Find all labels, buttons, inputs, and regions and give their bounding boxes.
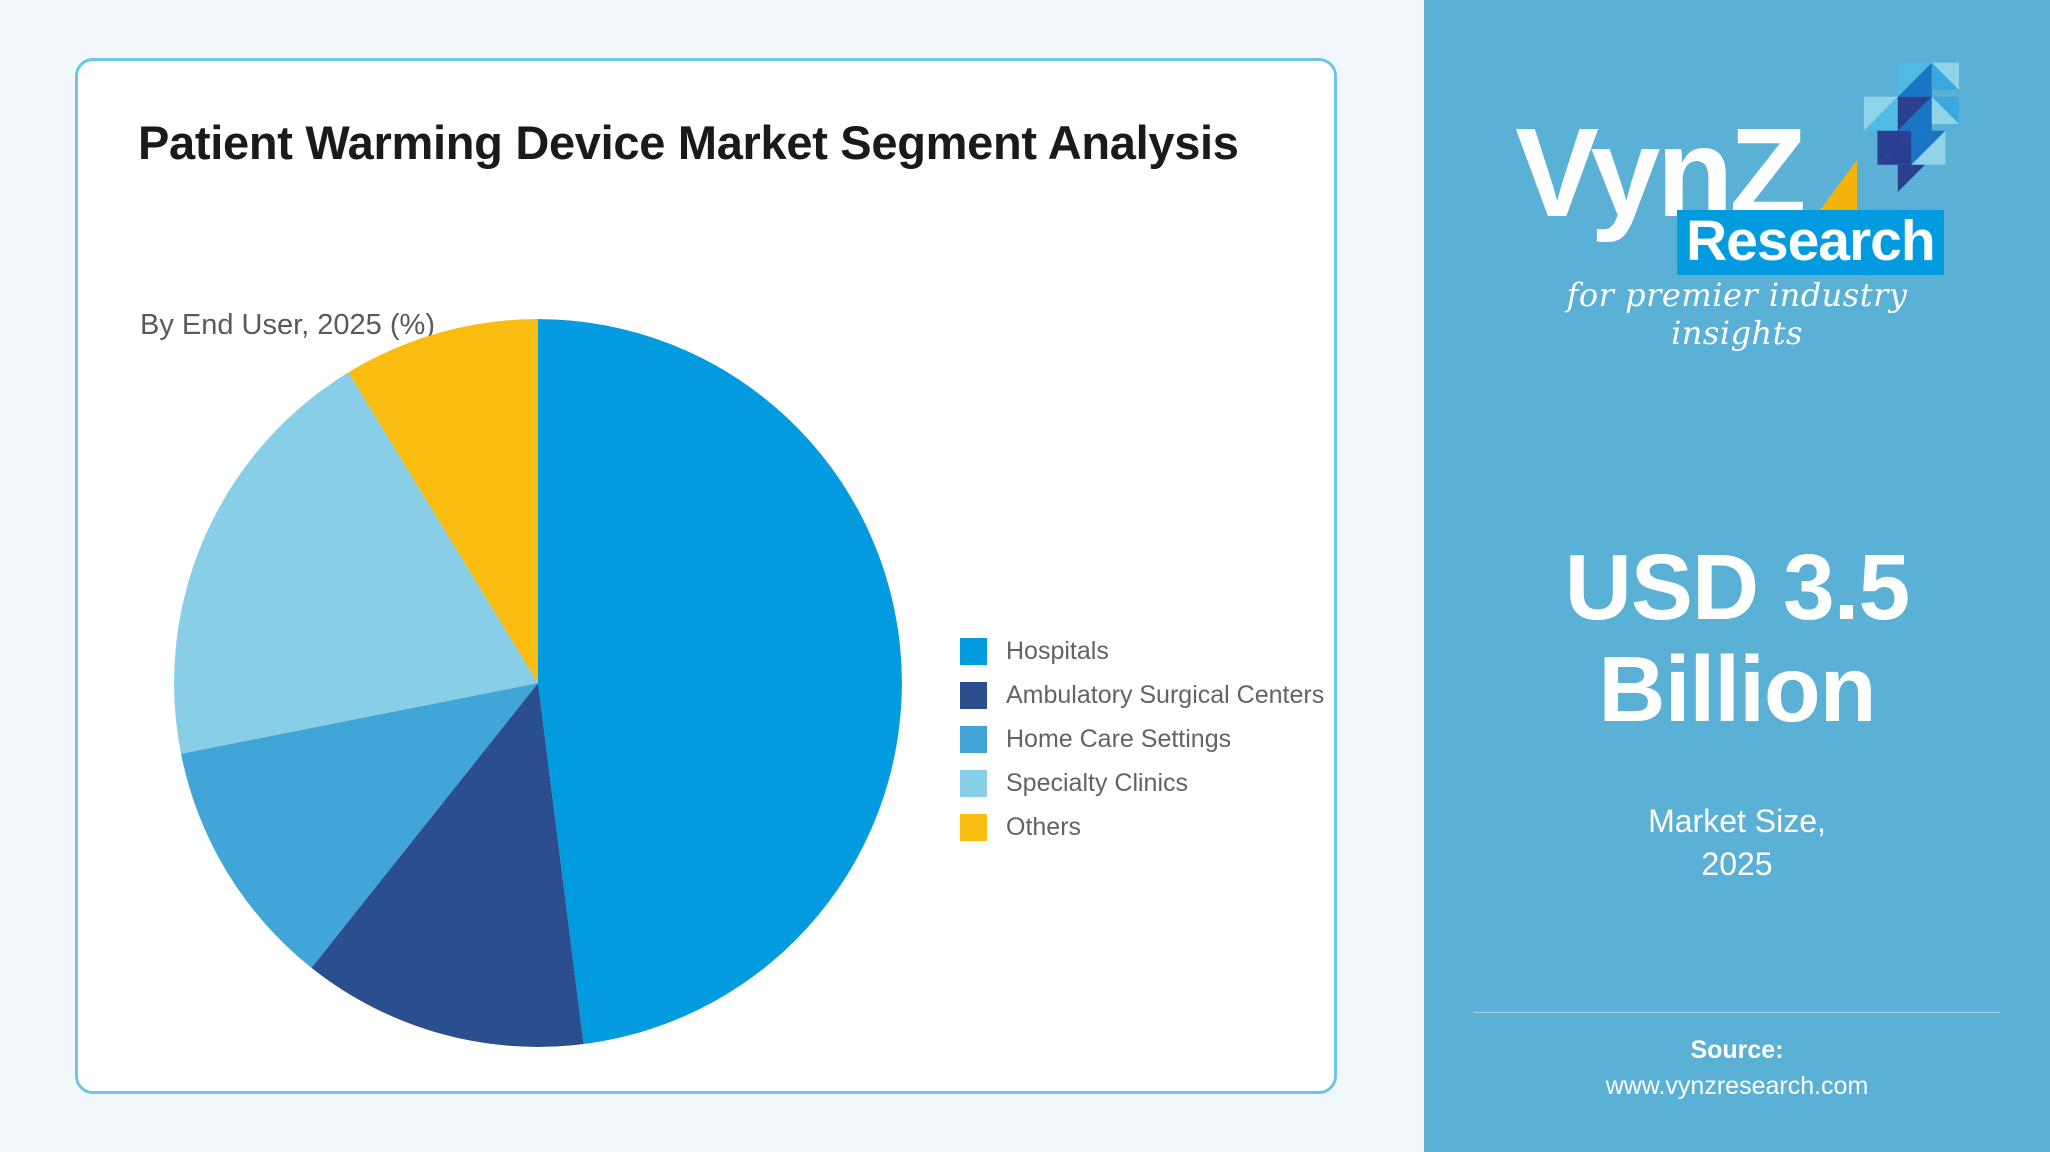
brand-panel: VynZ Research for premier industry insig… — [1424, 0, 2050, 1152]
pie-slice[interactable] — [538, 319, 902, 1045]
page-title: Patient Warming Device Market Segment An… — [138, 116, 1239, 169]
legend-swatch-icon — [960, 725, 987, 753]
pie-slice[interactable] — [311, 683, 584, 1047]
pie-chart — [174, 319, 902, 1047]
pie-slice-group — [174, 319, 902, 1047]
panel-divider — [1474, 1012, 2000, 1013]
pie-slice[interactable] — [180, 683, 539, 968]
legend-item[interactable]: Specialty Clinics — [960, 761, 1300, 805]
chart-legend: Hospitals Ambulatory Surgical Centers Home… — [960, 629, 1324, 849]
source-url[interactable]: www.vynzresearch.com — [1605, 1072, 1869, 1100]
logo-research-badge: Research — [1677, 210, 1944, 276]
pie-slice[interactable] — [174, 372, 538, 754]
legend-item[interactable]: Ambulatory Surgical Centers — [960, 673, 1324, 717]
market-caption: Market Size, 2025 — [1648, 803, 1826, 883]
chart-area: Patient Warming Device Market Segment An… — [75, 58, 1337, 1094]
pie-svg — [174, 319, 902, 1047]
legend-swatch-icon — [960, 813, 987, 841]
legend-item-label: Specialty Clinics — [1006, 768, 1189, 797]
pie-slice[interactable] — [348, 319, 538, 683]
mosaic-logo-icon — [1863, 62, 1959, 192]
logo-tagline: for premier industry insights — [1566, 276, 1908, 352]
legend-item-label: Others — [1006, 812, 1082, 841]
legend-item[interactable]: Hospitals — [960, 629, 1300, 673]
legend-item-label: Hospitals — [1006, 636, 1109, 665]
legend-swatch-icon — [960, 769, 987, 797]
legend-item-label: Home Care Settings — [1006, 724, 1232, 753]
legend-swatch-icon — [960, 637, 987, 665]
legend-item[interactable]: Home Care Settings — [960, 717, 1300, 761]
chart-subtitle: By End User, 2025 (%) — [140, 309, 435, 341]
market-value: USD 3.5 Billion — [1564, 535, 1910, 742]
legend-swatch-icon — [960, 681, 987, 709]
legend-item[interactable]: Others — [960, 805, 1300, 849]
source-label: Source: — [1690, 1036, 1784, 1064]
legend-item-label: Ambulatory Surgical Centers — [1006, 680, 1325, 709]
vynz-logo: VynZ Research for premier industry insig… — [1424, 62, 2050, 352]
chart-card: Patient Warming Device Market Segment An… — [75, 58, 1337, 1094]
